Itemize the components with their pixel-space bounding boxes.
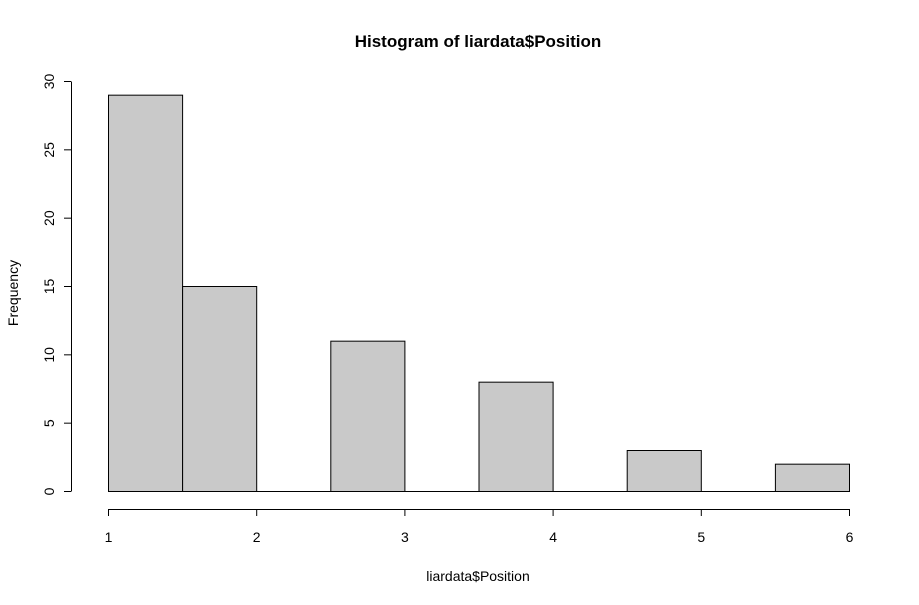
histogram-bar-1: [182, 286, 258, 492]
y-tick-label-15: 15: [41, 279, 57, 295]
histogram-bar-7: [626, 450, 702, 492]
x-tick-label-1: 1: [105, 529, 113, 545]
y-tick-label-0: 0: [41, 487, 57, 495]
x-axis: 1 2 3 4 5 6: [105, 509, 854, 545]
y-axis: 0 5 10 15 20 25 30: [41, 74, 72, 495]
x-tick-label-2: 2: [253, 529, 261, 545]
x-tick-label-6: 6: [846, 529, 854, 545]
x-tick-label-3: 3: [401, 529, 409, 545]
histogram-bar-9: [774, 463, 851, 492]
x-tick-label-5: 5: [697, 529, 705, 545]
y-tick-label-5: 5: [41, 419, 57, 427]
y-tick-label-30: 30: [41, 74, 57, 90]
x-axis-label: liardata$Position: [426, 568, 530, 584]
y-axis-label: Frequency: [5, 260, 21, 326]
x-tick-label-4: 4: [549, 529, 557, 545]
histogram-bar-5: [478, 381, 554, 492]
chart-title: Histogram of liardata$Position: [355, 32, 602, 51]
y-tick-label-20: 20: [41, 210, 57, 226]
histogram-bar-0: [108, 94, 184, 493]
histogram-bar-3: [330, 340, 406, 492]
y-tick-label-25: 25: [41, 142, 57, 158]
bars-group: [108, 94, 851, 493]
y-tick-label-10: 10: [41, 347, 57, 363]
